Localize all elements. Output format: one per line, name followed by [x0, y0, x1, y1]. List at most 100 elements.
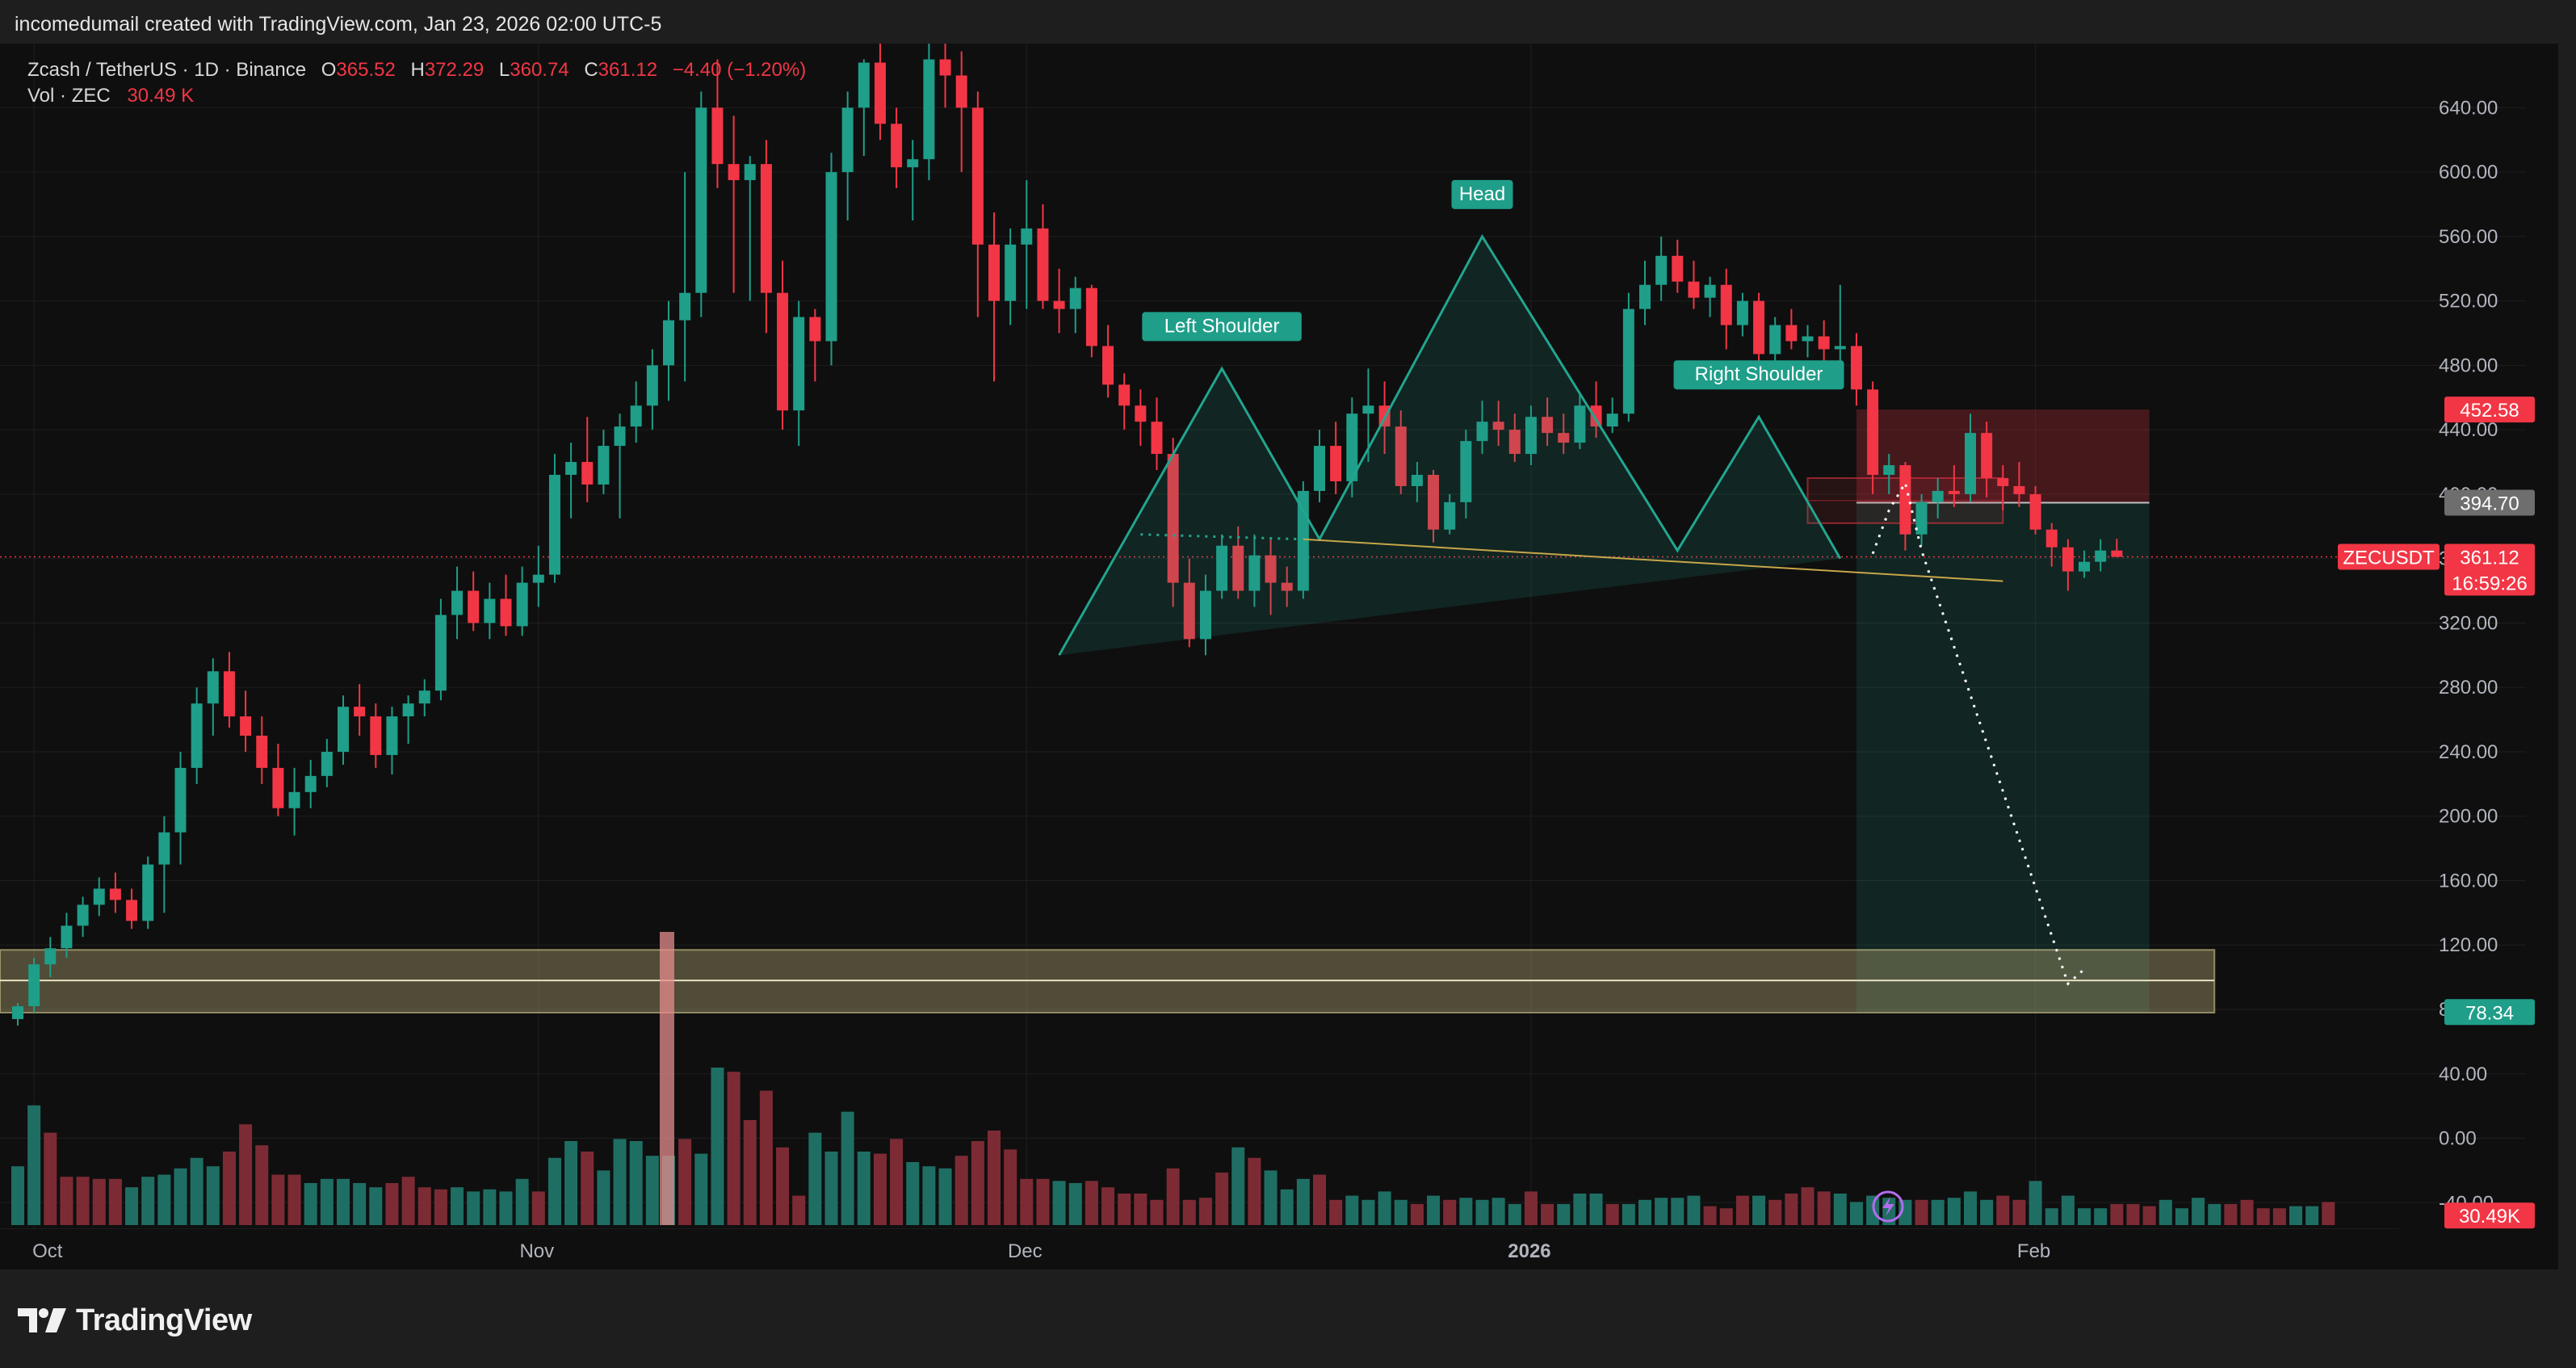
- candle-body: [2045, 529, 2058, 548]
- svg-text:Vol · ZEC 30.49 K: Vol · ZEC 30.49 K: [27, 85, 194, 107]
- legend-high: 372.29: [425, 59, 484, 81]
- volume-bar: [451, 1187, 464, 1225]
- candle-body: [1997, 477, 2009, 486]
- y-tick-label: 40.00: [2439, 1064, 2487, 1085]
- volume-bar: [108, 1178, 122, 1225]
- volume-bar: [1671, 1198, 1684, 1225]
- candle-body: [1167, 454, 1179, 583]
- price-tag-label: 394.70: [2460, 493, 2519, 514]
- y-tick-label: 120.00: [2439, 934, 2498, 956]
- candle-body: [1736, 300, 1748, 325]
- candle-body: [142, 864, 154, 921]
- volume-bar: [954, 1156, 968, 1225]
- tradingview-logo[interactable]: TradingView: [18, 1302, 252, 1339]
- volume-bar: [157, 1174, 171, 1225]
- volume-bar: [808, 1132, 822, 1225]
- candle-body: [1622, 308, 1634, 414]
- candle-body: [1037, 228, 1049, 301]
- volume-bar: [581, 1152, 594, 1225]
- candle-body: [744, 164, 756, 181]
- tradingview-logo-icon: [18, 1308, 66, 1332]
- y-tick-label: 560.00: [2439, 226, 2498, 248]
- time-axis[interactable]: Oct Nov Dec 2026 Feb: [0, 1229, 2558, 1269]
- volume-bar: [988, 1131, 1001, 1225]
- candle-body: [2111, 550, 2123, 557]
- volume-bar: [1573, 1194, 1587, 1225]
- candle-body: [1508, 430, 1521, 455]
- volume-bar: [11, 1166, 24, 1225]
- volume-bar: [564, 1141, 578, 1225]
- volume-bar: [44, 1132, 57, 1225]
- candle-body: [1720, 284, 1732, 325]
- volume-bar: [890, 1139, 904, 1225]
- chart-panel[interactable]: Left Shoulder Head Right Shoulder 640.00 60…: [0, 44, 2558, 1269]
- pattern-label: Head: [1459, 183, 1505, 205]
- candle-body: [174, 767, 187, 833]
- candle-body: [451, 590, 464, 615]
- y-tick-label: 160.00: [2439, 870, 2498, 892]
- volume-bar: [2012, 1199, 2026, 1225]
- candle-body: [565, 462, 577, 475]
- volume-bar: [1231, 1147, 1245, 1225]
- legend: Zcash / TetherUS · 1D · Binance O365.52 …: [27, 59, 806, 107]
- candle-body: [223, 671, 235, 717]
- pattern-fill: [1059, 236, 1840, 656]
- volume-bar: [2224, 1204, 2238, 1225]
- candle-body: [1085, 287, 1097, 346]
- volume-bar: [401, 1177, 415, 1225]
- price-tags: 452.58 394.70 361.12 16:59:26 ZECUSDT 78.34 30…: [2338, 397, 2535, 1229]
- volume-bar: [1931, 1199, 1945, 1225]
- volume-bar: [2208, 1204, 2221, 1225]
- volume-bar: [1020, 1178, 1034, 1225]
- volume-bar: [1182, 1199, 1196, 1225]
- price-tag-label: 452.58: [2460, 400, 2519, 422]
- volume-bar: [190, 1157, 203, 1225]
- volume-bar: [1280, 1189, 1294, 1225]
- volume-bar: [2305, 1206, 2319, 1225]
- price-chart[interactable]: Left Shoulder Head Right Shoulder 640.00 60…: [0, 44, 2558, 1269]
- y-tick-label: 0.00: [2439, 1128, 2477, 1150]
- volume-bar: [1378, 1191, 1391, 1225]
- candle-body: [1590, 405, 1602, 427]
- volume-bar: [287, 1174, 301, 1225]
- candle-body: [1883, 465, 1895, 475]
- candle-body: [1281, 582, 1293, 591]
- volume-bar: [1996, 1195, 2010, 1225]
- volume-bar: [824, 1152, 838, 1225]
- candle-body: [1965, 433, 1976, 494]
- candle-body: [1915, 501, 1928, 535]
- y-tick-label: 200.00: [2439, 806, 2498, 828]
- candle-body: [777, 292, 789, 411]
- y-tick-label: 280.00: [2439, 677, 2498, 699]
- y-tick-label: 240.00: [2439, 741, 2498, 763]
- alert-lightning-icon[interactable]: [1872, 1190, 1904, 1223]
- candle-body: [663, 320, 674, 366]
- volume-bar: [1296, 1178, 1310, 1225]
- volume-bar: [174, 1168, 187, 1225]
- volume-bars: [11, 932, 2335, 1225]
- volume-bar: [2142, 1206, 2156, 1225]
- volume-bar: [2322, 1202, 2335, 1225]
- candle-body: [2079, 561, 2091, 572]
- candle-body: [1314, 446, 1325, 491]
- volume-bar: [1166, 1168, 1180, 1225]
- candle-body: [2062, 547, 2074, 572]
- candle-body: [370, 716, 382, 755]
- candle-body: [1672, 255, 1684, 282]
- volume-bar: [1459, 1198, 1473, 1225]
- y-tick-label: 440.00: [2439, 419, 2498, 441]
- volume-bar: [1589, 1194, 1603, 1225]
- candle-body: [1704, 284, 1716, 298]
- candle-body: [1183, 582, 1195, 640]
- candle-body: [1444, 501, 1456, 530]
- pattern-label: Right Shoulder: [1695, 363, 1823, 385]
- volume-bar: [255, 1145, 269, 1225]
- volume-bar: [1150, 1199, 1164, 1225]
- candle-body: [1932, 490, 1944, 502]
- candle-body: [809, 317, 821, 342]
- volume-bar: [727, 1072, 740, 1225]
- volume-bar: [2289, 1206, 2302, 1225]
- candle-body: [93, 888, 105, 905]
- candle-body: [728, 164, 740, 181]
- candle-body: [1069, 287, 1081, 309]
